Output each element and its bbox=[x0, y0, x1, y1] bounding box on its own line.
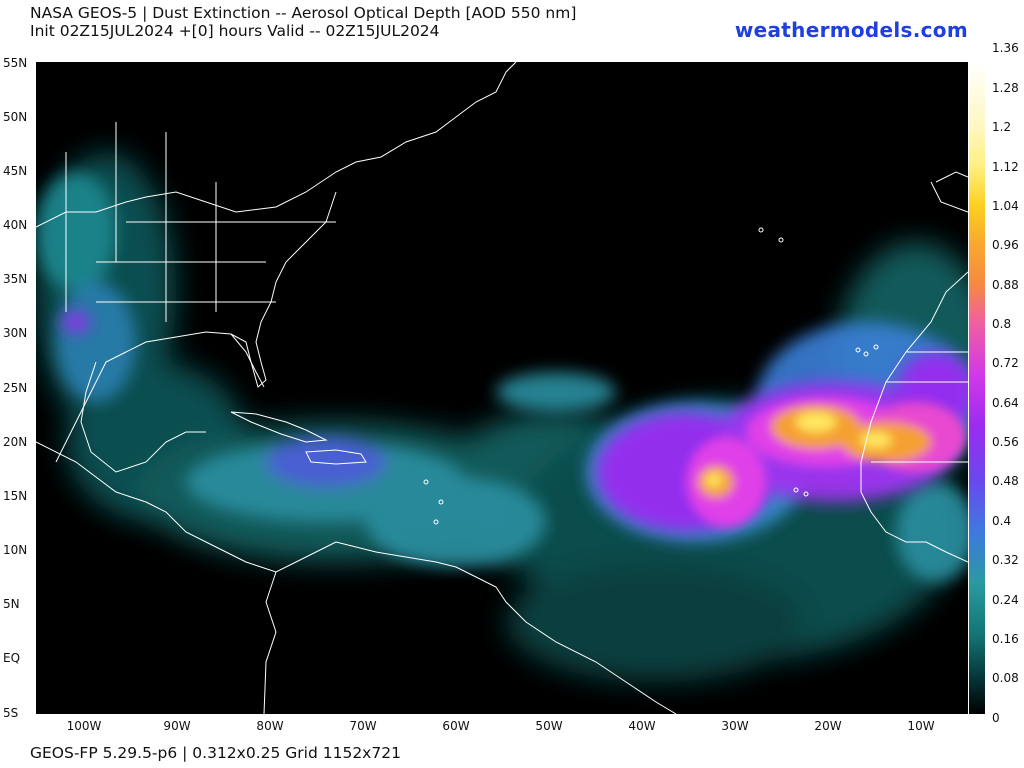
colorbar-label: 1.28 bbox=[992, 81, 1019, 95]
colorbar-label: 0.4 bbox=[992, 514, 1012, 528]
colorbar-label: 0.8 bbox=[992, 317, 1012, 331]
colorbar-label: 0.96 bbox=[992, 238, 1019, 252]
colorbar-label: 1.04 bbox=[992, 199, 1019, 213]
colorbar-label: 0.08 bbox=[992, 671, 1019, 685]
footer-grid-info: GEOS-FP 5.29.5-p6 | 0.312x0.25 Grid 1152… bbox=[30, 744, 401, 762]
brand-logo[interactable]: weathermodels.com bbox=[734, 18, 968, 42]
lat-label: 20N bbox=[3, 435, 28, 449]
dust-peak-layer bbox=[686, 397, 966, 527]
lon-label: 20W bbox=[814, 719, 842, 733]
colorbar-label: 0.48 bbox=[992, 474, 1019, 488]
lon-label: 90W bbox=[163, 719, 191, 733]
colorbar-label: 0.88 bbox=[992, 278, 1019, 292]
title-line-1: NASA GEOS-5 | Dust Extinction -- Aerosol… bbox=[30, 4, 577, 22]
lat-label: 10N bbox=[3, 543, 28, 557]
lon-label: 40W bbox=[628, 719, 656, 733]
lon-label: 80W bbox=[256, 719, 284, 733]
islands bbox=[423, 227, 879, 525]
colorbar-label: 1.12 bbox=[992, 160, 1019, 174]
lat-label: 45N bbox=[3, 164, 28, 178]
lon-label: 10W bbox=[907, 719, 935, 733]
lat-label: 50N bbox=[3, 110, 28, 124]
colorbar-label: 0.32 bbox=[992, 553, 1019, 567]
colorbar-label: 0.16 bbox=[992, 632, 1019, 646]
colorbar-label: 1.36 bbox=[992, 41, 1019, 55]
lat-label: 40N bbox=[3, 218, 28, 232]
lat-label: 25N bbox=[3, 381, 28, 395]
colorbar-label: 1.2 bbox=[992, 120, 1012, 134]
lat-label: 5N bbox=[3, 597, 20, 611]
colorbar-label: 0.56 bbox=[992, 435, 1019, 449]
lon-label: 30W bbox=[721, 719, 749, 733]
aod-map bbox=[36, 62, 968, 714]
lon-label: 100W bbox=[66, 719, 102, 733]
lon-label: 50W bbox=[535, 719, 563, 733]
lat-label: 15N bbox=[3, 489, 28, 503]
colorbar-label: 0.72 bbox=[992, 356, 1019, 370]
lat-label: EQ bbox=[3, 651, 21, 665]
lat-label: 5S bbox=[3, 706, 19, 720]
lat-label: 55N bbox=[3, 56, 28, 70]
lat-label: 30N bbox=[3, 326, 28, 340]
map-canvas bbox=[36, 62, 968, 714]
colorbar bbox=[969, 62, 985, 714]
coastlines bbox=[36, 62, 968, 714]
lat-label: 35N bbox=[3, 272, 28, 286]
lon-label: 60W bbox=[442, 719, 470, 733]
colorbar-label: 0.64 bbox=[992, 396, 1019, 410]
colorbar-label: 0 bbox=[992, 711, 1000, 725]
title-line-2: Init 02Z15JUL2024 +[0] hours Valid -- 02… bbox=[30, 22, 440, 40]
colorbar-gradient bbox=[969, 62, 985, 714]
lon-label: 70W bbox=[349, 719, 377, 733]
colorbar-label: 0.24 bbox=[992, 593, 1019, 607]
